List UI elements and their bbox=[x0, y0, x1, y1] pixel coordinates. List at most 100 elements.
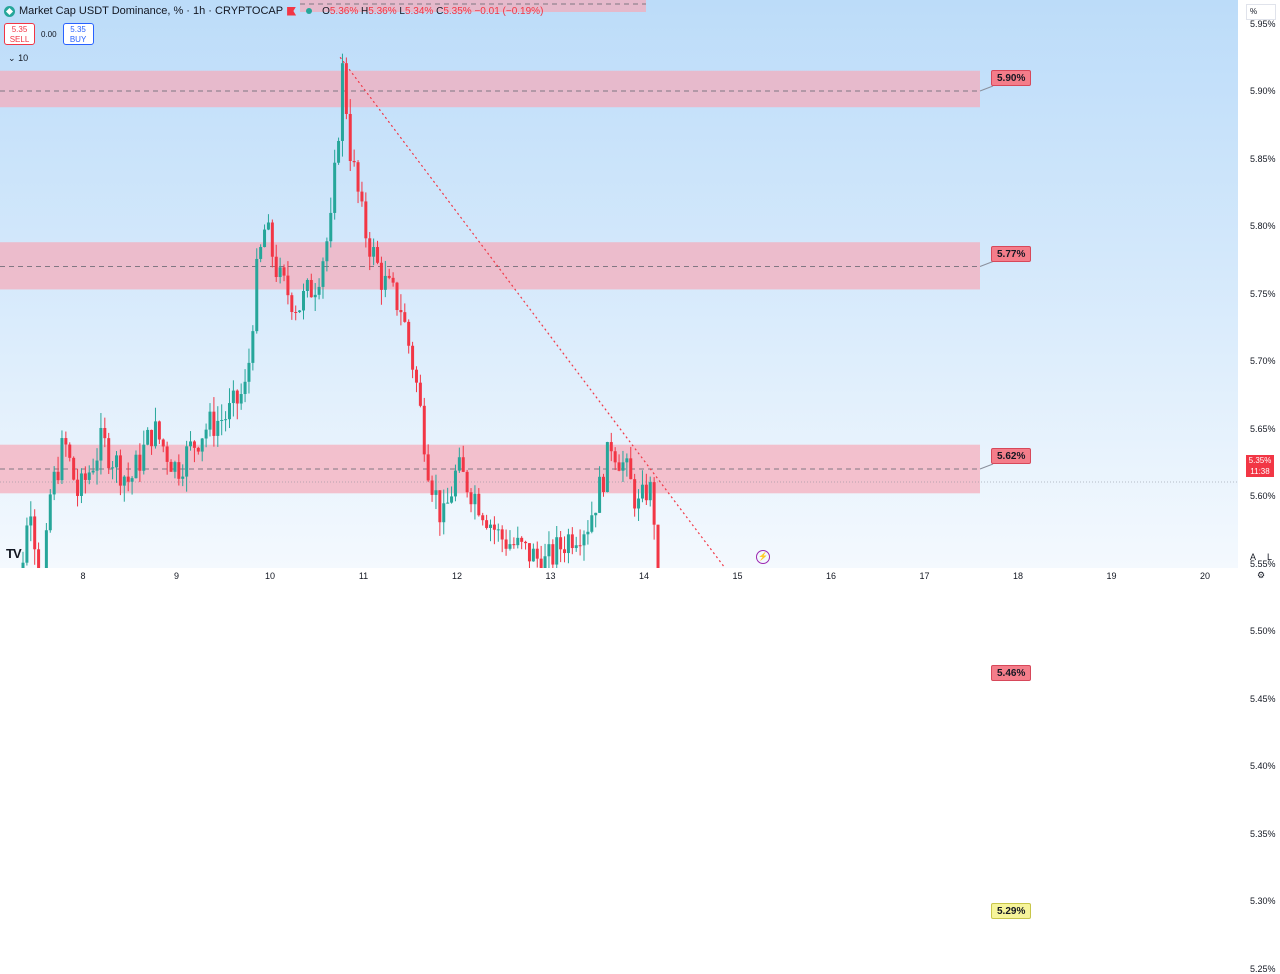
indicators-toggle[interactable]: ⌄ 10 bbox=[8, 53, 28, 64]
candle-body-119 bbox=[465, 471, 469, 493]
flag-icon[interactable] bbox=[287, 6, 297, 16]
price-axis[interactable]: 5.95% 5.90% 5.85% 5.80% 5.75% 5.70% 5.65% 5.60%… bbox=[1238, 0, 1280, 974]
trade-panel: 5.35 SELL 0.00 5.35 BUY bbox=[4, 23, 94, 45]
candle-body-150 bbox=[586, 531, 590, 535]
x-tick-label: 19 bbox=[1106, 571, 1117, 581]
candle-body-162 bbox=[633, 479, 637, 509]
candle-body-49 bbox=[192, 441, 196, 448]
candle-body-92 bbox=[360, 191, 364, 202]
candle-body-134 bbox=[524, 541, 528, 544]
candle-body-141 bbox=[551, 544, 555, 565]
candle-body-24 bbox=[95, 460, 99, 471]
candle-body-89 bbox=[348, 113, 352, 161]
candle-body-50 bbox=[196, 447, 200, 452]
level-label-0[interactable]: 5.90% bbox=[991, 70, 1032, 86]
candle-body-87 bbox=[340, 63, 344, 141]
candle-body-142 bbox=[555, 537, 559, 565]
candle-body-154 bbox=[601, 476, 605, 493]
tradingview-logo[interactable]: TV bbox=[6, 546, 22, 561]
level-label-3[interactable]: 5.46% bbox=[991, 665, 1032, 681]
level-zone-0 bbox=[0, 70, 980, 108]
candle-body-143 bbox=[559, 537, 563, 550]
candle-body-71 bbox=[278, 267, 282, 278]
candle-body-65 bbox=[255, 258, 259, 332]
candle-body-149 bbox=[582, 534, 586, 546]
candle-body-37 bbox=[146, 429, 150, 445]
candle-body-165 bbox=[644, 484, 648, 501]
candle-body-75 bbox=[294, 312, 298, 314]
sell-button[interactable]: 5.35 SELL bbox=[4, 23, 35, 45]
time-axis[interactable]: 8 9 10 11 12 13 14 15 16 17 18 19 20 bbox=[0, 568, 1238, 583]
y-tick-label: 5.60% bbox=[1250, 491, 1276, 501]
buy-button[interactable]: 5.35 BUY bbox=[62, 23, 94, 45]
candle-body-127 bbox=[496, 529, 500, 531]
level-zone-1 bbox=[0, 242, 980, 290]
candle-body-6 bbox=[25, 525, 29, 563]
y-tick-label: 5.40% bbox=[1250, 761, 1276, 771]
candle-body-158 bbox=[617, 462, 621, 471]
log-scale-button[interactable]: L bbox=[1267, 552, 1273, 562]
candle-body-153 bbox=[598, 476, 602, 513]
candle-body-34 bbox=[134, 454, 138, 479]
current-price-tag: 5.35% 11:38 bbox=[1246, 455, 1274, 477]
candle-body-166 bbox=[648, 482, 652, 501]
candle-body-23 bbox=[91, 470, 95, 473]
candle-body-116 bbox=[453, 470, 457, 497]
candle-body-164 bbox=[640, 484, 644, 499]
candle-body-72 bbox=[282, 267, 286, 276]
candle-body-132 bbox=[516, 537, 520, 546]
candle-body-102 bbox=[399, 310, 403, 313]
candle-body-13 bbox=[52, 471, 56, 495]
candle-body-36 bbox=[142, 444, 146, 471]
candle-body-91 bbox=[356, 162, 360, 192]
candle-body-27 bbox=[107, 438, 111, 469]
level-label-4[interactable]: 5.29% bbox=[991, 902, 1032, 919]
level-label-2[interactable]: 5.62% bbox=[991, 448, 1032, 464]
candle-body-104 bbox=[407, 321, 411, 346]
candle-body-144 bbox=[563, 549, 567, 554]
candle-body-107 bbox=[418, 382, 422, 406]
candle-body-46 bbox=[181, 476, 185, 479]
auto-scale-button[interactable]: A bbox=[1250, 552, 1257, 562]
top-zone bbox=[300, 0, 646, 12]
candle-body-78 bbox=[305, 279, 309, 291]
candle-body-33 bbox=[130, 478, 134, 482]
settings-gear-icon[interactable]: ⚙ bbox=[1257, 570, 1266, 580]
candle-body-108 bbox=[422, 405, 426, 455]
candle-body-84 bbox=[329, 212, 333, 242]
candle-body-61 bbox=[239, 394, 243, 404]
candle-body-124 bbox=[485, 520, 489, 528]
y-tick-label: 5.30% bbox=[1250, 896, 1276, 906]
y-tick-label: 5.80% bbox=[1250, 221, 1276, 231]
level-label-1[interactable]: 5.77% bbox=[991, 245, 1032, 262]
candle-body-40 bbox=[157, 421, 161, 440]
candle-body-58 bbox=[227, 403, 231, 420]
x-tick-label: 20 bbox=[1199, 571, 1211, 581]
unit-selector[interactable]: % bbox=[1246, 4, 1276, 20]
candle-body-123 bbox=[481, 515, 485, 521]
candle-body-59 bbox=[231, 390, 235, 404]
candle-body-155 bbox=[605, 442, 609, 493]
x-tick-label: 15 bbox=[732, 571, 743, 581]
x-tick-label: 18 bbox=[1012, 571, 1024, 581]
candle-body-52 bbox=[204, 429, 208, 439]
symbol-title[interactable]: Market Cap USDT Dominance, % · 1h · CRYP… bbox=[19, 5, 284, 17]
candle-body-161 bbox=[629, 458, 633, 480]
candle-body-83 bbox=[325, 241, 329, 262]
candle-body-16 bbox=[64, 438, 68, 445]
candle-body-159 bbox=[621, 462, 625, 471]
y-tick-label: 5.85% bbox=[1250, 153, 1276, 164]
candle-body-45 bbox=[177, 462, 181, 479]
chart-area[interactable] bbox=[0, 0, 1238, 568]
candle-body-25 bbox=[99, 427, 103, 461]
y-tick-label: 5.65% bbox=[1250, 423, 1276, 434]
candle-body-93 bbox=[364, 201, 368, 239]
candle-body-140 bbox=[547, 544, 551, 557]
trendline bbox=[339, 56, 726, 568]
candle-body-67 bbox=[263, 229, 267, 248]
x-tick-label: 11 bbox=[358, 571, 369, 581]
chevron-down-icon: ⌄ bbox=[8, 53, 16, 63]
replay-icon[interactable]: ⚡ bbox=[756, 550, 770, 564]
price-chart[interactable] bbox=[0, 0, 1238, 568]
candle-body-168 bbox=[656, 524, 660, 568]
